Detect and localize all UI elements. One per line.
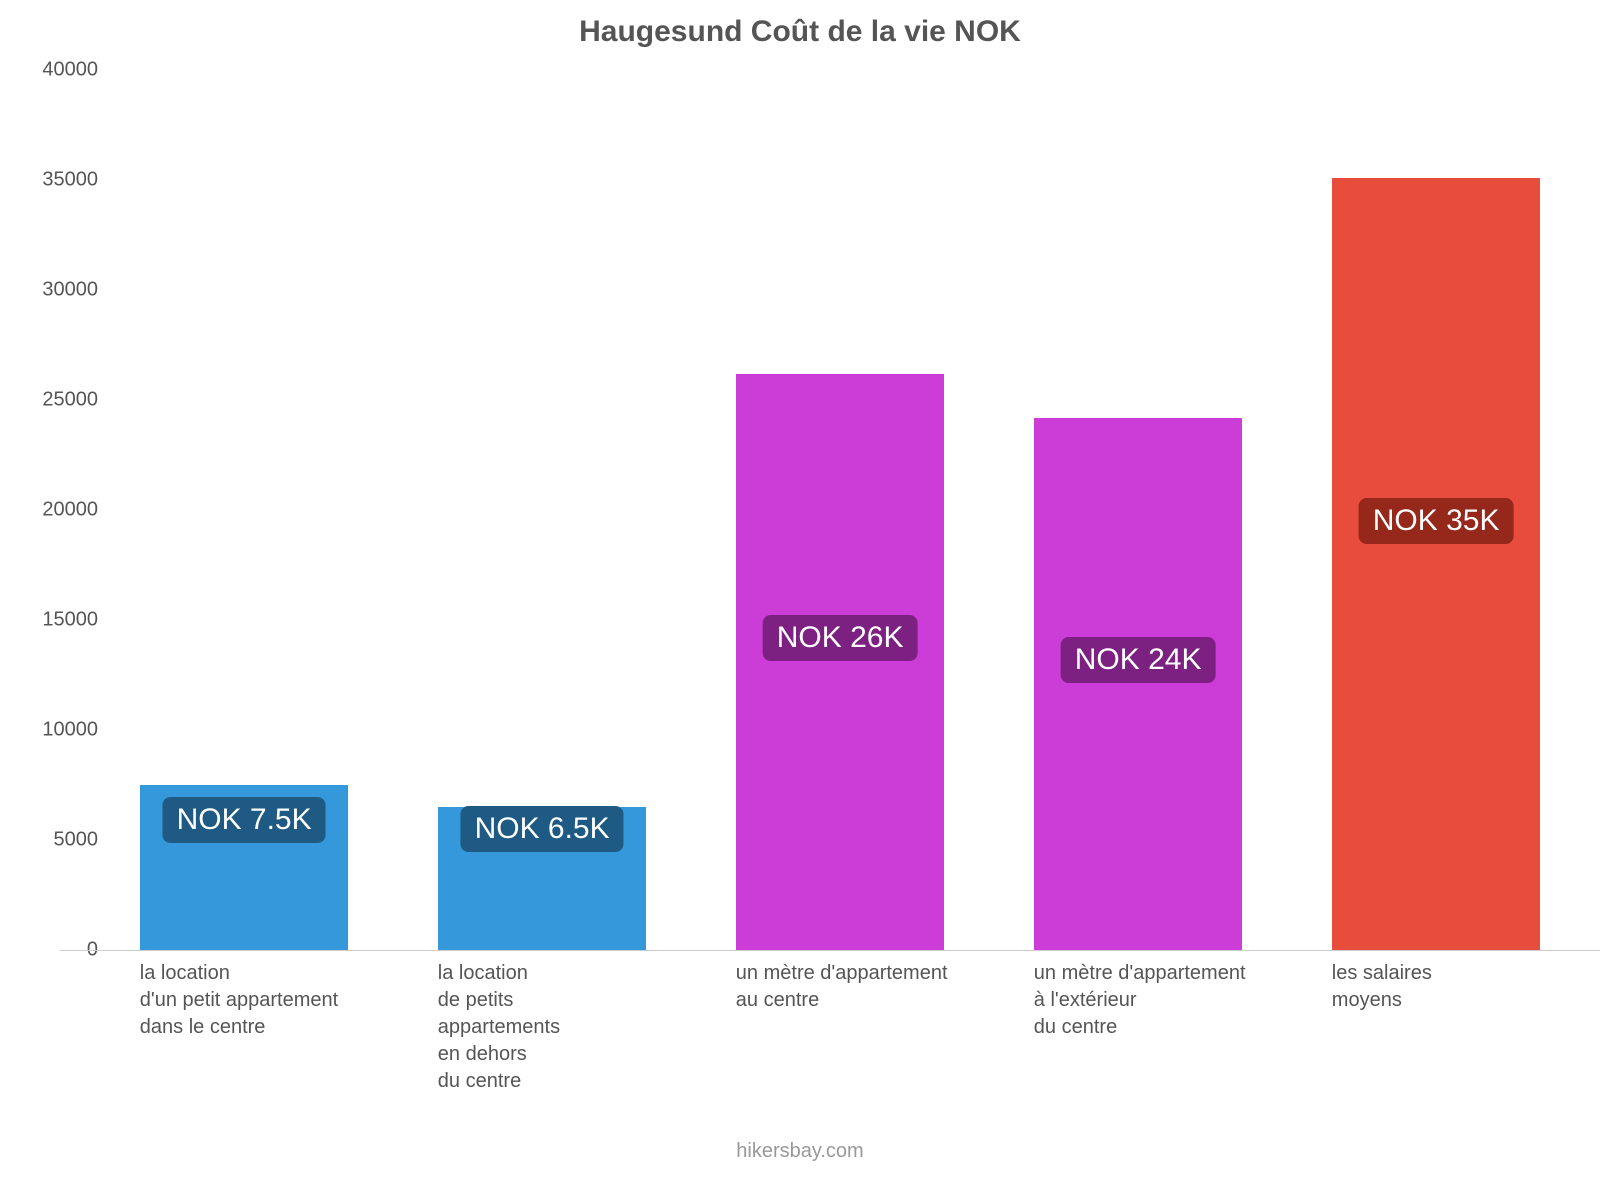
bar <box>736 374 945 950</box>
bar-value-label: NOK 26K <box>763 615 918 661</box>
y-tick-label: 25000 <box>42 389 110 412</box>
chart-title: Haugesund Coût de la vie NOK <box>0 15 1600 49</box>
bar-value-label: NOK 24K <box>1061 637 1216 683</box>
category-label: les salairesmoyens <box>1332 950 1600 1014</box>
category-label: la locationde petitsappartementsen dehor… <box>438 950 736 1095</box>
plot-area: 0500010000150002000025000300003500040000… <box>110 70 1600 950</box>
y-tick-label: 30000 <box>42 279 110 302</box>
category-label: un mètre d'appartementau centre <box>736 950 1034 1014</box>
bar <box>1034 418 1243 950</box>
category-label: la locationd'un petit appartementdans le… <box>140 950 438 1041</box>
y-tick-label: 5000 <box>54 829 111 852</box>
y-tick-label: 20000 <box>42 499 110 522</box>
y-tick-label: 35000 <box>42 169 110 192</box>
chart-credit: hikersbay.com <box>0 1140 1600 1163</box>
bar-value-label: NOK 35K <box>1359 498 1514 544</box>
chart-container: Haugesund Coût de la vie NOK 05000100001… <box>0 0 1600 1200</box>
y-tick-label: 40000 <box>42 59 110 82</box>
category-label: un mètre d'appartementà l'extérieurdu ce… <box>1034 950 1332 1041</box>
y-tick-label: 15000 <box>42 609 110 632</box>
bar-value-label: NOK 7.5K <box>163 797 326 843</box>
bar <box>1332 178 1541 950</box>
bar-value-label: NOK 6.5K <box>461 806 624 852</box>
y-tick-label: 10000 <box>42 719 110 742</box>
